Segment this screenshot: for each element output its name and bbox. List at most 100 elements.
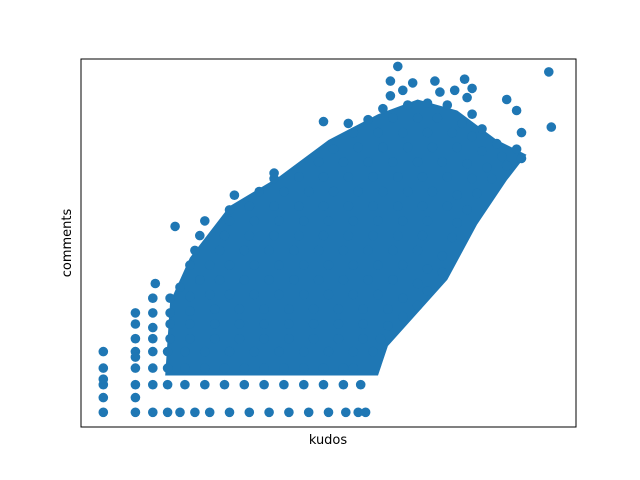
- scatter-point: [442, 100, 453, 110]
- scatter-point: [249, 289, 260, 300]
- plot-frame: [80, 58, 577, 428]
- scatter-point: [185, 260, 195, 270]
- scatter-point: [407, 78, 418, 88]
- scatter-point: [378, 142, 388, 153]
- scatter-point: [229, 190, 240, 200]
- scatter-point: [373, 260, 383, 270]
- scatter-point: [224, 407, 235, 418]
- scatter-point: [299, 363, 309, 373]
- scatter-point: [435, 87, 445, 97]
- scatter-point: [388, 113, 398, 123]
- scatter-point: [185, 291, 195, 302]
- scatter-point: [284, 333, 294, 344]
- scatter-point: [412, 278, 423, 289]
- scatter-point: [452, 142, 463, 153]
- scatter-point: [492, 138, 502, 149]
- scatter-point: [422, 264, 433, 274]
- scatter-point: [130, 407, 141, 418]
- scatter-point: [259, 304, 269, 315]
- scatter-point: [318, 379, 329, 390]
- scatter-point: [462, 92, 472, 103]
- scatter-point: [259, 379, 269, 390]
- scatter-point: [412, 245, 423, 256]
- scatter-point: [98, 363, 109, 373]
- scatter-point: [363, 114, 373, 125]
- scatter-point: [244, 201, 255, 211]
- scatter-point: [432, 113, 443, 123]
- scatter-point: [313, 275, 324, 285]
- scatter-point: [259, 333, 269, 344]
- scatter-point: [348, 260, 359, 270]
- scatter-point: [259, 363, 269, 373]
- scatter-point: [150, 278, 161, 289]
- scatter-point: [239, 275, 250, 285]
- scatter-point: [452, 190, 463, 200]
- scatter-point: [219, 230, 230, 241]
- scatter-point: [162, 346, 173, 357]
- scatter-point: [148, 308, 158, 318]
- x-axis-label: kudos: [309, 433, 348, 448]
- scatter-point: [348, 289, 359, 300]
- scatter-point: [269, 168, 279, 178]
- scatter-point: [190, 245, 200, 256]
- scatter-point: [363, 157, 373, 167]
- scatter-point: [358, 333, 368, 344]
- scatter-point: [501, 94, 512, 105]
- scatter-point: [482, 162, 492, 173]
- scatter-point: [452, 218, 463, 228]
- scatter-point: [323, 289, 334, 300]
- scatter-point: [437, 157, 448, 167]
- scatter-point: [224, 346, 235, 357]
- scatter-point: [398, 127, 408, 138]
- scatter-point: [318, 201, 329, 211]
- scatter-point: [417, 230, 428, 241]
- scatter-point: [343, 201, 354, 211]
- scatter-point: [447, 232, 458, 243]
- scatter-point: [98, 392, 109, 403]
- scatter-point: [148, 346, 158, 357]
- scatter-point: [318, 230, 329, 241]
- scatter-point: [355, 379, 366, 390]
- scatter-point: [299, 346, 309, 357]
- scatter-point: [544, 67, 554, 77]
- scatter-point: [318, 116, 329, 127]
- scatter-point: [398, 293, 408, 304]
- scatter-point: [427, 186, 438, 197]
- scatter-point: [323, 407, 334, 418]
- scatter-point: [264, 275, 274, 285]
- scatter-point: [393, 61, 403, 72]
- scatter-point: [402, 100, 413, 110]
- scatter-point: [308, 304, 319, 315]
- scatter-point: [412, 157, 423, 167]
- scatter-point: [422, 216, 433, 226]
- scatter-point: [299, 379, 309, 390]
- scatter-point: [467, 83, 477, 94]
- scatter-point: [462, 159, 472, 169]
- scatter-point: [244, 230, 255, 241]
- scatter-point: [497, 151, 507, 162]
- scatter-point: [274, 346, 284, 357]
- scatter-point: [343, 118, 354, 129]
- scatter-point: [284, 407, 294, 418]
- scatter-point: [204, 260, 215, 270]
- scatter-point: [249, 260, 260, 270]
- scatter-point: [338, 157, 349, 167]
- scatter-point: [289, 245, 299, 256]
- scatter-point: [234, 319, 245, 329]
- scatter-point: [148, 379, 158, 390]
- scatter-point: [516, 127, 527, 138]
- scatter-point: [348, 127, 359, 138]
- scatter-point: [457, 118, 468, 129]
- scatter-point: [299, 289, 309, 300]
- scatter-point: [375, 333, 386, 344]
- scatter-point: [214, 275, 225, 285]
- scatter-point: [477, 146, 487, 156]
- scatter-point: [442, 201, 453, 211]
- scatter-point: [308, 333, 319, 344]
- scatter-point: [422, 127, 433, 138]
- scatter-point: [299, 260, 309, 270]
- scatter-point: [338, 363, 349, 373]
- scatter-point: [417, 172, 428, 182]
- scatter-point: [148, 322, 158, 333]
- scatter-point: [402, 186, 413, 197]
